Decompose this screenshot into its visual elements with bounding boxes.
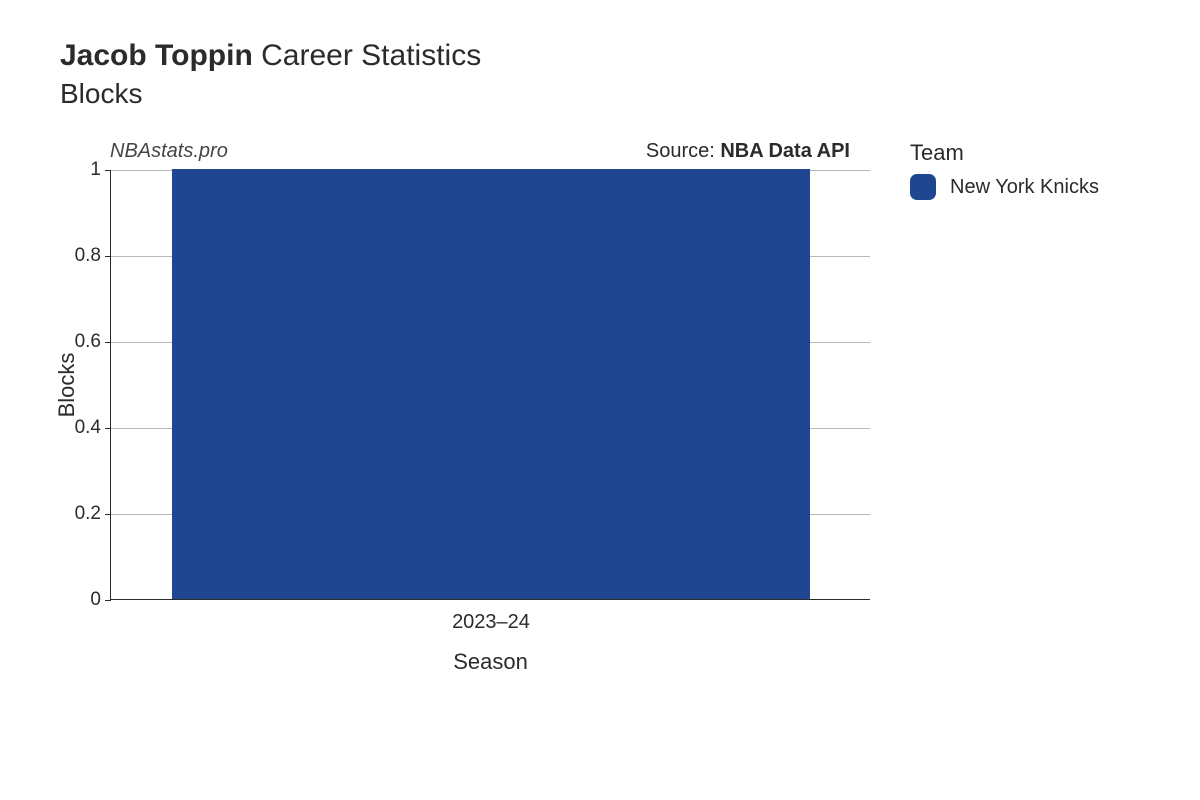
player-name: Jacob Toppin bbox=[60, 39, 253, 72]
ytick-label: 0.4 bbox=[75, 417, 111, 439]
ytick-label: 0.6 bbox=[75, 331, 111, 353]
y-axis-title: Blocks bbox=[54, 352, 80, 417]
plot-area: Blocks Season 00.20.40.60.812023–24 bbox=[110, 170, 870, 600]
ytick-label: 0 bbox=[90, 589, 111, 611]
legend-item-label: New York Knicks bbox=[950, 176, 1099, 199]
chart-title: Jacob Toppin Career Statistics bbox=[60, 38, 481, 74]
legend: Team New York Knicks bbox=[910, 140, 1160, 206]
watermark-text: NBAstats.pro bbox=[110, 140, 228, 163]
chart-container: Jacob Toppin Career Statistics Blocks NB… bbox=[0, 0, 1200, 800]
bar bbox=[172, 169, 810, 599]
ytick-label: 0.8 bbox=[75, 245, 111, 267]
legend-item: New York Knicks bbox=[910, 174, 1160, 200]
chart-title-block: Jacob Toppin Career Statistics Blocks bbox=[60, 38, 481, 110]
plot-wrap: NBAstats.pro Source: NBA Data API Team N… bbox=[60, 140, 1180, 760]
ytick-label: 1 bbox=[90, 159, 111, 181]
source-prefix: Source: bbox=[646, 140, 720, 162]
x-axis-title: Season bbox=[453, 649, 528, 675]
source-name: NBA Data API bbox=[720, 140, 850, 162]
legend-title: Team bbox=[910, 140, 1160, 166]
source-attribution: Source: NBA Data API bbox=[646, 140, 850, 163]
xtick-label: 2023–24 bbox=[452, 599, 530, 634]
legend-swatch bbox=[910, 174, 936, 200]
ytick-label: 0.2 bbox=[75, 503, 111, 525]
chart-subtitle: Blocks bbox=[60, 78, 481, 110]
title-suffix: Career Statistics bbox=[261, 39, 481, 72]
